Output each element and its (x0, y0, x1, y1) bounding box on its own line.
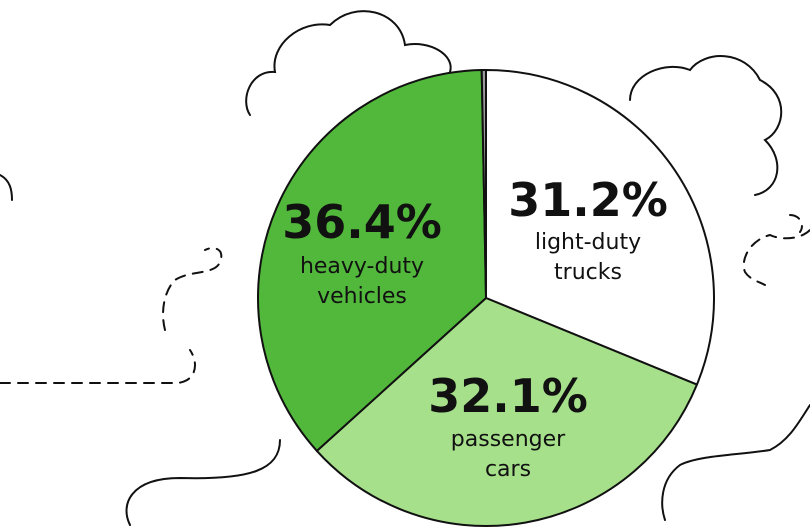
value-label: 32.1% (428, 369, 588, 423)
category-label: light-duty trucks (518, 228, 658, 288)
page: 31.2%light-duty trucks 32.1%passenger car… (0, 0, 810, 532)
value-label: 31.2% (508, 173, 668, 227)
category-label: passenger cars (438, 425, 578, 485)
category-label: heavy-duty vehicles (292, 252, 432, 312)
value-label: 36.4% (282, 195, 442, 249)
